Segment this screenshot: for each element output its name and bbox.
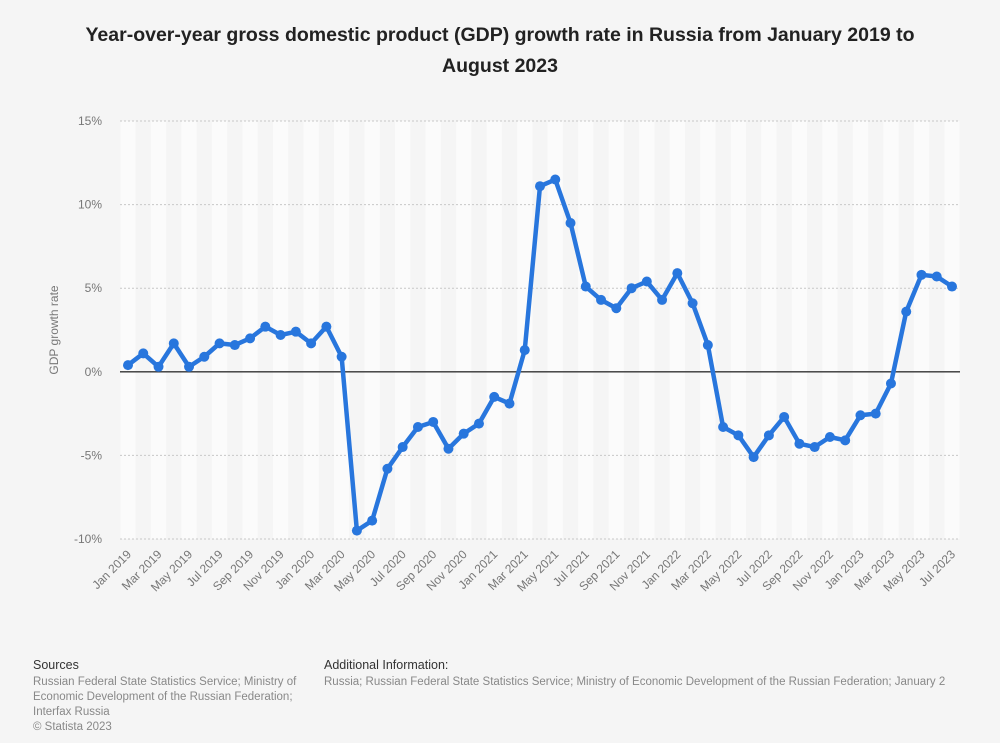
column-band xyxy=(364,121,380,539)
data-point xyxy=(626,283,637,294)
data-point xyxy=(870,408,881,419)
column-band xyxy=(150,121,167,539)
sources-heading: Sources xyxy=(33,658,79,672)
data-point xyxy=(458,428,469,439)
data-point xyxy=(123,360,133,371)
data-point xyxy=(794,438,805,449)
data-point xyxy=(153,361,164,372)
column-band xyxy=(944,121,960,539)
y-tick-label: 10% xyxy=(78,198,102,212)
column-band xyxy=(120,121,136,539)
data-point xyxy=(535,181,545,192)
column-band xyxy=(913,121,930,539)
copyright: © Statista 2023 xyxy=(33,721,112,733)
data-point xyxy=(641,276,652,287)
data-point xyxy=(245,333,256,344)
data-point xyxy=(229,340,240,351)
data-point xyxy=(565,217,576,228)
data-point xyxy=(580,281,591,292)
column-band xyxy=(303,121,319,539)
y-tick-label: -5% xyxy=(81,448,103,462)
data-point xyxy=(504,398,515,409)
data-point xyxy=(260,321,271,332)
additional-info-block: Additional Information: Russia; Russian … xyxy=(324,658,1000,690)
column-band xyxy=(608,121,624,539)
column-band xyxy=(334,121,350,539)
column-band xyxy=(730,121,746,539)
data-point xyxy=(184,361,195,372)
data-point xyxy=(824,432,835,443)
additional-info-text: Russia; Russian Federal State Statistics… xyxy=(324,676,946,688)
chart-title: Year-over-year gross domestic product (G… xyxy=(85,24,915,77)
data-point xyxy=(931,271,942,282)
data-point xyxy=(428,416,439,427)
column-band xyxy=(822,121,838,539)
data-point xyxy=(382,463,393,474)
data-point xyxy=(687,298,698,309)
data-point xyxy=(336,351,347,362)
data-point xyxy=(672,268,683,279)
data-point xyxy=(397,442,408,453)
data-point xyxy=(214,338,225,349)
data-point xyxy=(138,348,149,359)
data-point xyxy=(718,421,729,432)
data-point xyxy=(947,281,957,292)
y-tick-label: 5% xyxy=(85,281,103,295)
column-band xyxy=(547,121,563,539)
data-point xyxy=(412,421,423,432)
column-band xyxy=(639,121,655,539)
y-tick-label: -10% xyxy=(74,532,102,546)
data-point xyxy=(702,340,713,351)
column-band xyxy=(272,121,289,539)
data-point xyxy=(306,338,317,349)
data-point xyxy=(809,442,820,453)
data-point xyxy=(275,330,286,341)
data-point xyxy=(550,174,561,185)
column-band xyxy=(761,121,777,539)
data-point xyxy=(901,306,912,317)
data-point xyxy=(885,378,896,389)
data-point xyxy=(443,443,454,454)
sources-block: Sources Russian Federal State Statistics… xyxy=(33,658,308,735)
data-point xyxy=(199,351,210,362)
column-band xyxy=(181,121,197,539)
column-band xyxy=(425,121,441,539)
column-band xyxy=(395,121,411,539)
column-band xyxy=(211,121,228,539)
data-point xyxy=(489,391,500,402)
data-point xyxy=(596,294,607,305)
data-point xyxy=(748,452,759,463)
data-point xyxy=(763,430,774,441)
data-point xyxy=(473,418,484,429)
column-band xyxy=(700,121,716,539)
column-band xyxy=(791,121,808,539)
y-tick-label: 0% xyxy=(85,365,103,379)
column-band xyxy=(669,121,685,539)
data-point xyxy=(168,338,179,349)
data-point xyxy=(519,345,530,356)
data-point xyxy=(779,411,790,422)
data-point xyxy=(367,515,378,526)
y-tick-label: 15% xyxy=(78,114,102,128)
column-band xyxy=(242,121,258,539)
column-band xyxy=(578,121,594,539)
additional-info-heading: Additional Information: xyxy=(324,658,449,672)
data-point xyxy=(290,326,301,337)
data-point xyxy=(611,303,622,314)
data-point xyxy=(916,269,927,280)
column-band xyxy=(883,121,899,539)
column-band xyxy=(852,121,869,539)
data-point xyxy=(321,321,332,332)
y-axis-label: GDP growth rate xyxy=(47,285,61,374)
column-band xyxy=(456,121,472,539)
data-point xyxy=(855,410,866,421)
data-point xyxy=(351,525,362,536)
data-point xyxy=(657,294,668,305)
column-band xyxy=(486,121,502,539)
sources-text: Russian Federal State Statistics Service… xyxy=(33,676,297,718)
data-point xyxy=(840,435,851,446)
data-point xyxy=(733,430,744,441)
